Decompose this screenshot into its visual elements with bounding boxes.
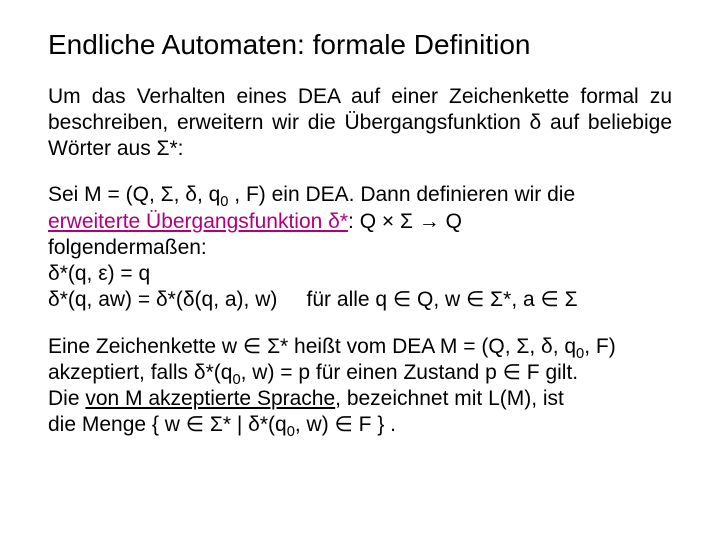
intro-text: Um das Verhalten eines DEA auf einer Zei… [48, 85, 672, 161]
acc-l1-post: , F) [584, 335, 616, 358]
def-line1-post: , F) ein DEA. Dann definieren wir die [228, 183, 575, 206]
intro-paragraph: Um das Verhalten eines DEA auf einer Zei… [48, 84, 672, 163]
def-line1-pre: Sei M = (Q, Σ, δ, q [48, 183, 220, 206]
def-line2-post: : Q × Σ → Q [348, 210, 462, 233]
acceptance-paragraph: Eine Zeichenkette w ∈ Σ* heißt vom DEA M… [48, 334, 672, 439]
slide: Endliche Automaten: formale Definition U… [0, 0, 720, 540]
acc-l2-post: , w) = p für einen Zustand p ∈ F gilt. [241, 361, 579, 384]
def-line5-left: δ*(q, aw) = δ*(δ(q, a), w) [48, 288, 277, 311]
acc-l3-post: , bezeichnet mit L(M), ist [335, 387, 564, 410]
page-title: Endliche Automaten: formale Definition [48, 28, 672, 62]
acc-l1-pre: Eine Zeichenkette w ∈ Σ* heißt vom DEA M… [48, 335, 576, 358]
def-line5-gap [277, 288, 306, 311]
def-line5-right: für alle q ∈ Q, w ∈ Σ*, a ∈ Σ [307, 288, 578, 311]
acc-l4-sub: 0 [287, 425, 295, 441]
def-highlight: erweiterte Übergangsfunktion δ* [48, 210, 348, 233]
definition-paragraph: Sei M = (Q, Σ, δ, q0 , F) ein DEA. Dann … [48, 182, 672, 313]
acc-l3-pre: Die [48, 387, 85, 410]
acc-l4-pre: die Menge { w ∈ Σ* | δ*(q [48, 413, 287, 436]
def-line4: δ*(q, ε) = q [48, 262, 150, 285]
acc-l4-post: , w) ∈ F } . [295, 413, 396, 436]
acc-l2-pre: akzeptiert, falls δ*(q [48, 361, 232, 384]
acc-l3-ul: von M akzeptierte Sprache [85, 387, 335, 410]
acc-l1-sub: 0 [576, 346, 584, 362]
def-line3: folgendermaßen: [48, 236, 207, 259]
acc-l2-sub: 0 [232, 372, 240, 388]
